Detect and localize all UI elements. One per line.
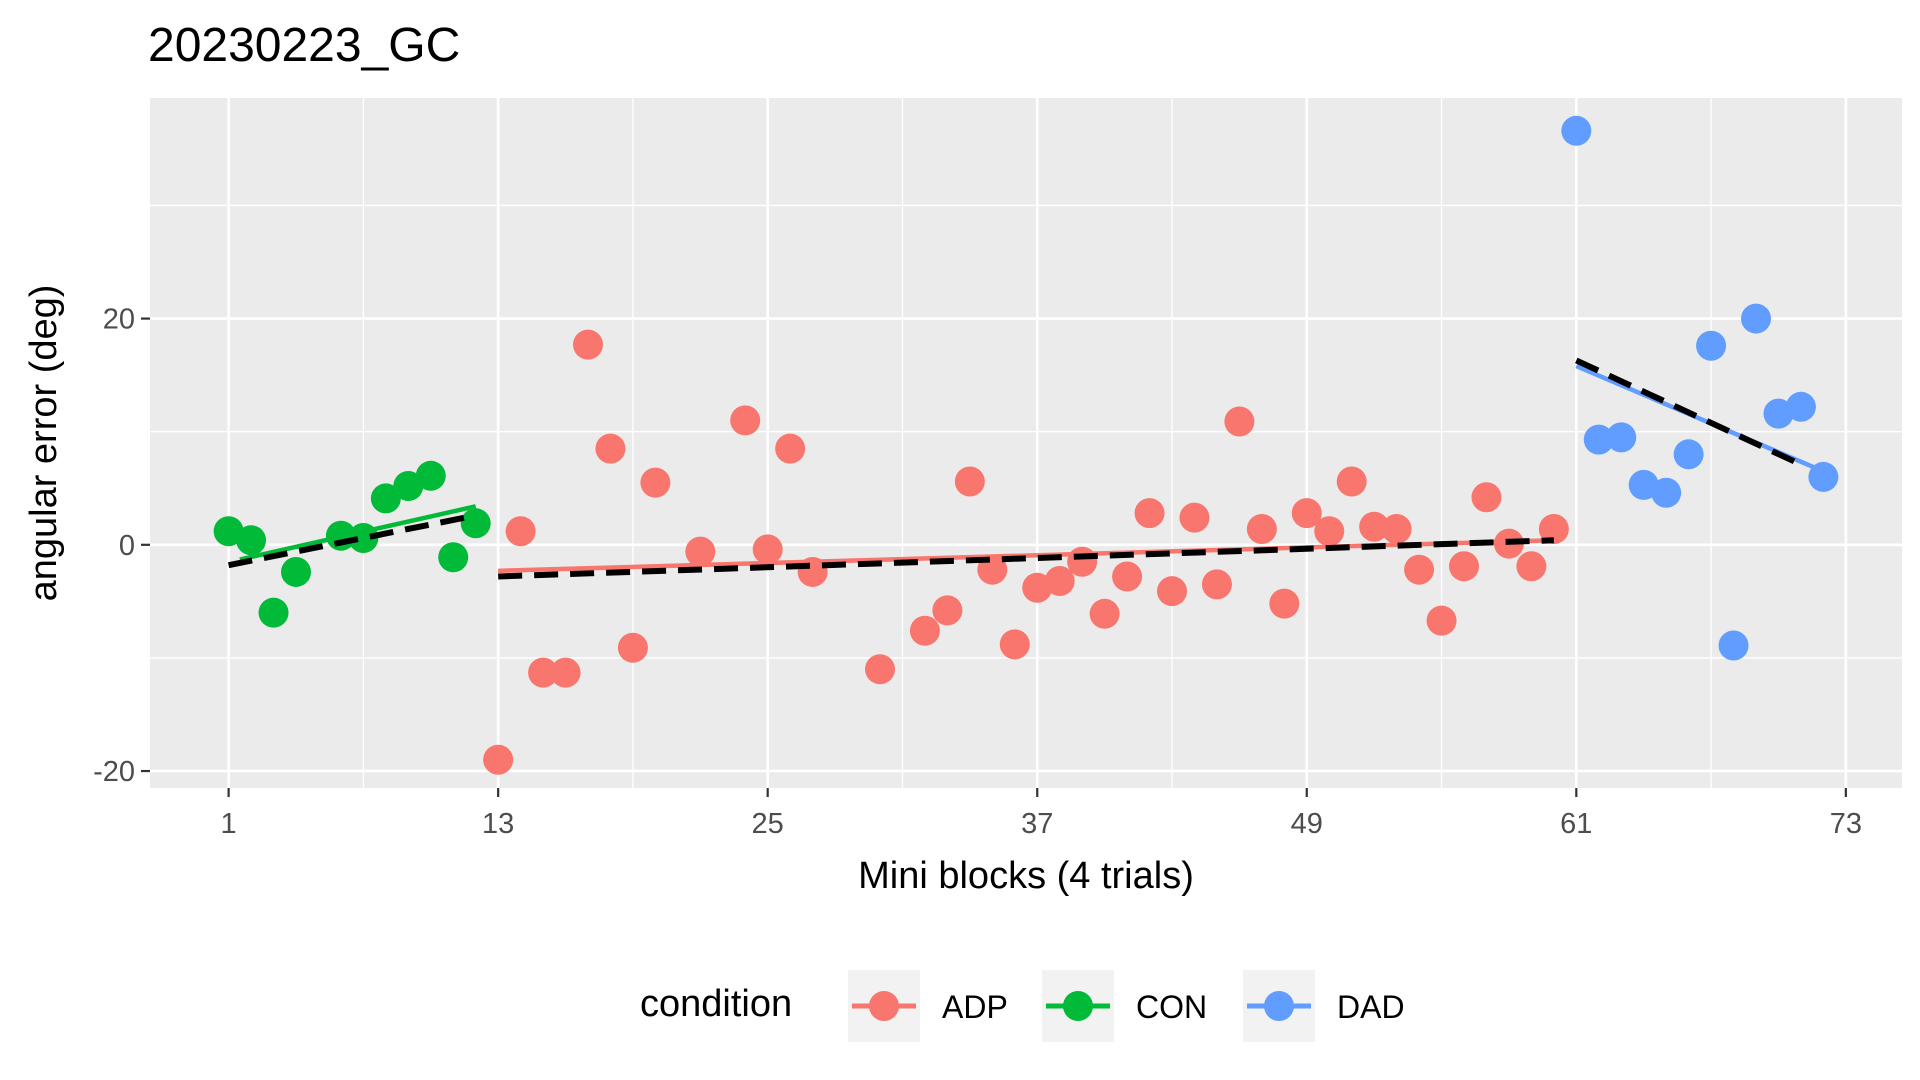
data-point-con [438,542,469,573]
legend-point-dad [1264,991,1294,1021]
data-point-adp [999,629,1030,660]
data-point-adp [775,433,806,464]
data-point-adp [932,595,963,626]
data-point-dad [1606,422,1637,453]
data-point-con [415,460,446,491]
data-point-adp [528,657,559,688]
y-tick-label: -20 [93,756,135,788]
data-point-adp [550,657,581,688]
axes: 1 13 25 37 49 61 73 -20 0 20 [93,304,1862,840]
data-point-adp [1404,554,1435,585]
data-point-adp [1179,502,1210,533]
trend-line-adp [498,537,1554,580]
data-point-adp [954,466,985,497]
legend-title: condition [640,983,792,1025]
data-point-con [393,470,424,501]
data-point-adp [1224,406,1255,437]
chart-title: 20230223_GC [148,19,460,72]
x-tick-label: 37 [1021,808,1053,840]
data-point-adp [1314,516,1345,547]
plot-panel [150,98,1902,788]
data-point-adp [1291,498,1322,529]
data-point-dad [1561,115,1592,146]
data-point-dad [1583,424,1614,455]
data-point-adp [505,516,536,547]
trend-lines [228,357,1803,580]
x-tick-label: 13 [482,808,514,840]
data-point-adp [1381,513,1412,544]
data-point-adp [1157,576,1187,607]
data-point-con [236,525,267,556]
y-axis-title: angular error (deg) [23,285,65,602]
data-point-adp [483,744,514,775]
data-point-con [370,483,401,514]
data-point-adp [1516,551,1547,582]
y-tick-label: 0 [119,530,135,562]
data-point-adp [1538,513,1569,544]
data-point-dad [1696,330,1727,361]
legend-point-adp [869,991,899,1021]
data-point-dad [1673,439,1704,470]
data-point-adp [797,556,828,587]
data-point-adp [1246,513,1277,544]
data-point-con [258,597,289,628]
data-point-adp [730,405,761,436]
data-point-adp [1201,569,1232,600]
x-tick-label: 25 [752,808,784,840]
legend-label-con: CON [1136,989,1207,1025]
x-tick-label: 61 [1560,808,1592,840]
grid-lines [150,98,1902,788]
data-point-con [460,508,491,539]
data-point-adp [640,467,671,498]
data-point-dad [1808,461,1839,492]
data-point-adp [752,534,783,565]
data-point-con [281,556,311,587]
trend-line-con [228,512,477,569]
x-tick-label: 1 [221,808,237,840]
legend-label-adp: ADP [942,989,1008,1025]
data-point-adp [1089,598,1120,629]
x-tick-label: 49 [1291,808,1323,840]
data-point-adp [1044,566,1075,596]
x-tick-label: 73 [1830,808,1862,840]
data-point-adp [1067,546,1098,577]
trend-line-dad [1575,357,1803,468]
data-point-adp [595,433,626,464]
data-point-adp [1112,561,1143,592]
data-point-dad [1785,391,1816,422]
legend-label-dad: DAD [1337,989,1405,1025]
data-point-adp [685,536,716,567]
y-tick-label: 20 [103,304,135,336]
legend-point-con [1063,991,1093,1021]
data-point-adp [1471,482,1502,513]
data-point-adp [865,654,895,685]
data-point-adp [617,632,648,663]
data-point-adp [909,615,940,646]
data-points [213,115,1839,775]
data-point-adp [1426,605,1457,636]
data-point-adp [1336,466,1367,497]
data-point-adp [573,329,603,360]
data-point-dad [1651,477,1682,508]
data-point-dad [1741,303,1771,334]
data-point-adp [1359,511,1390,542]
data-point-adp [1134,498,1165,529]
data-point-dad [1718,630,1749,661]
data-point-con [213,516,244,547]
legend-items: ADP CON DAD [848,970,1405,1042]
legend: condition ADP CON DAD [640,970,1405,1042]
data-point-adp [1449,551,1479,582]
x-axis-title: Mini blocks (4 trials) [858,855,1194,897]
data-point-con [348,523,379,554]
data-point-adp [1269,588,1300,619]
